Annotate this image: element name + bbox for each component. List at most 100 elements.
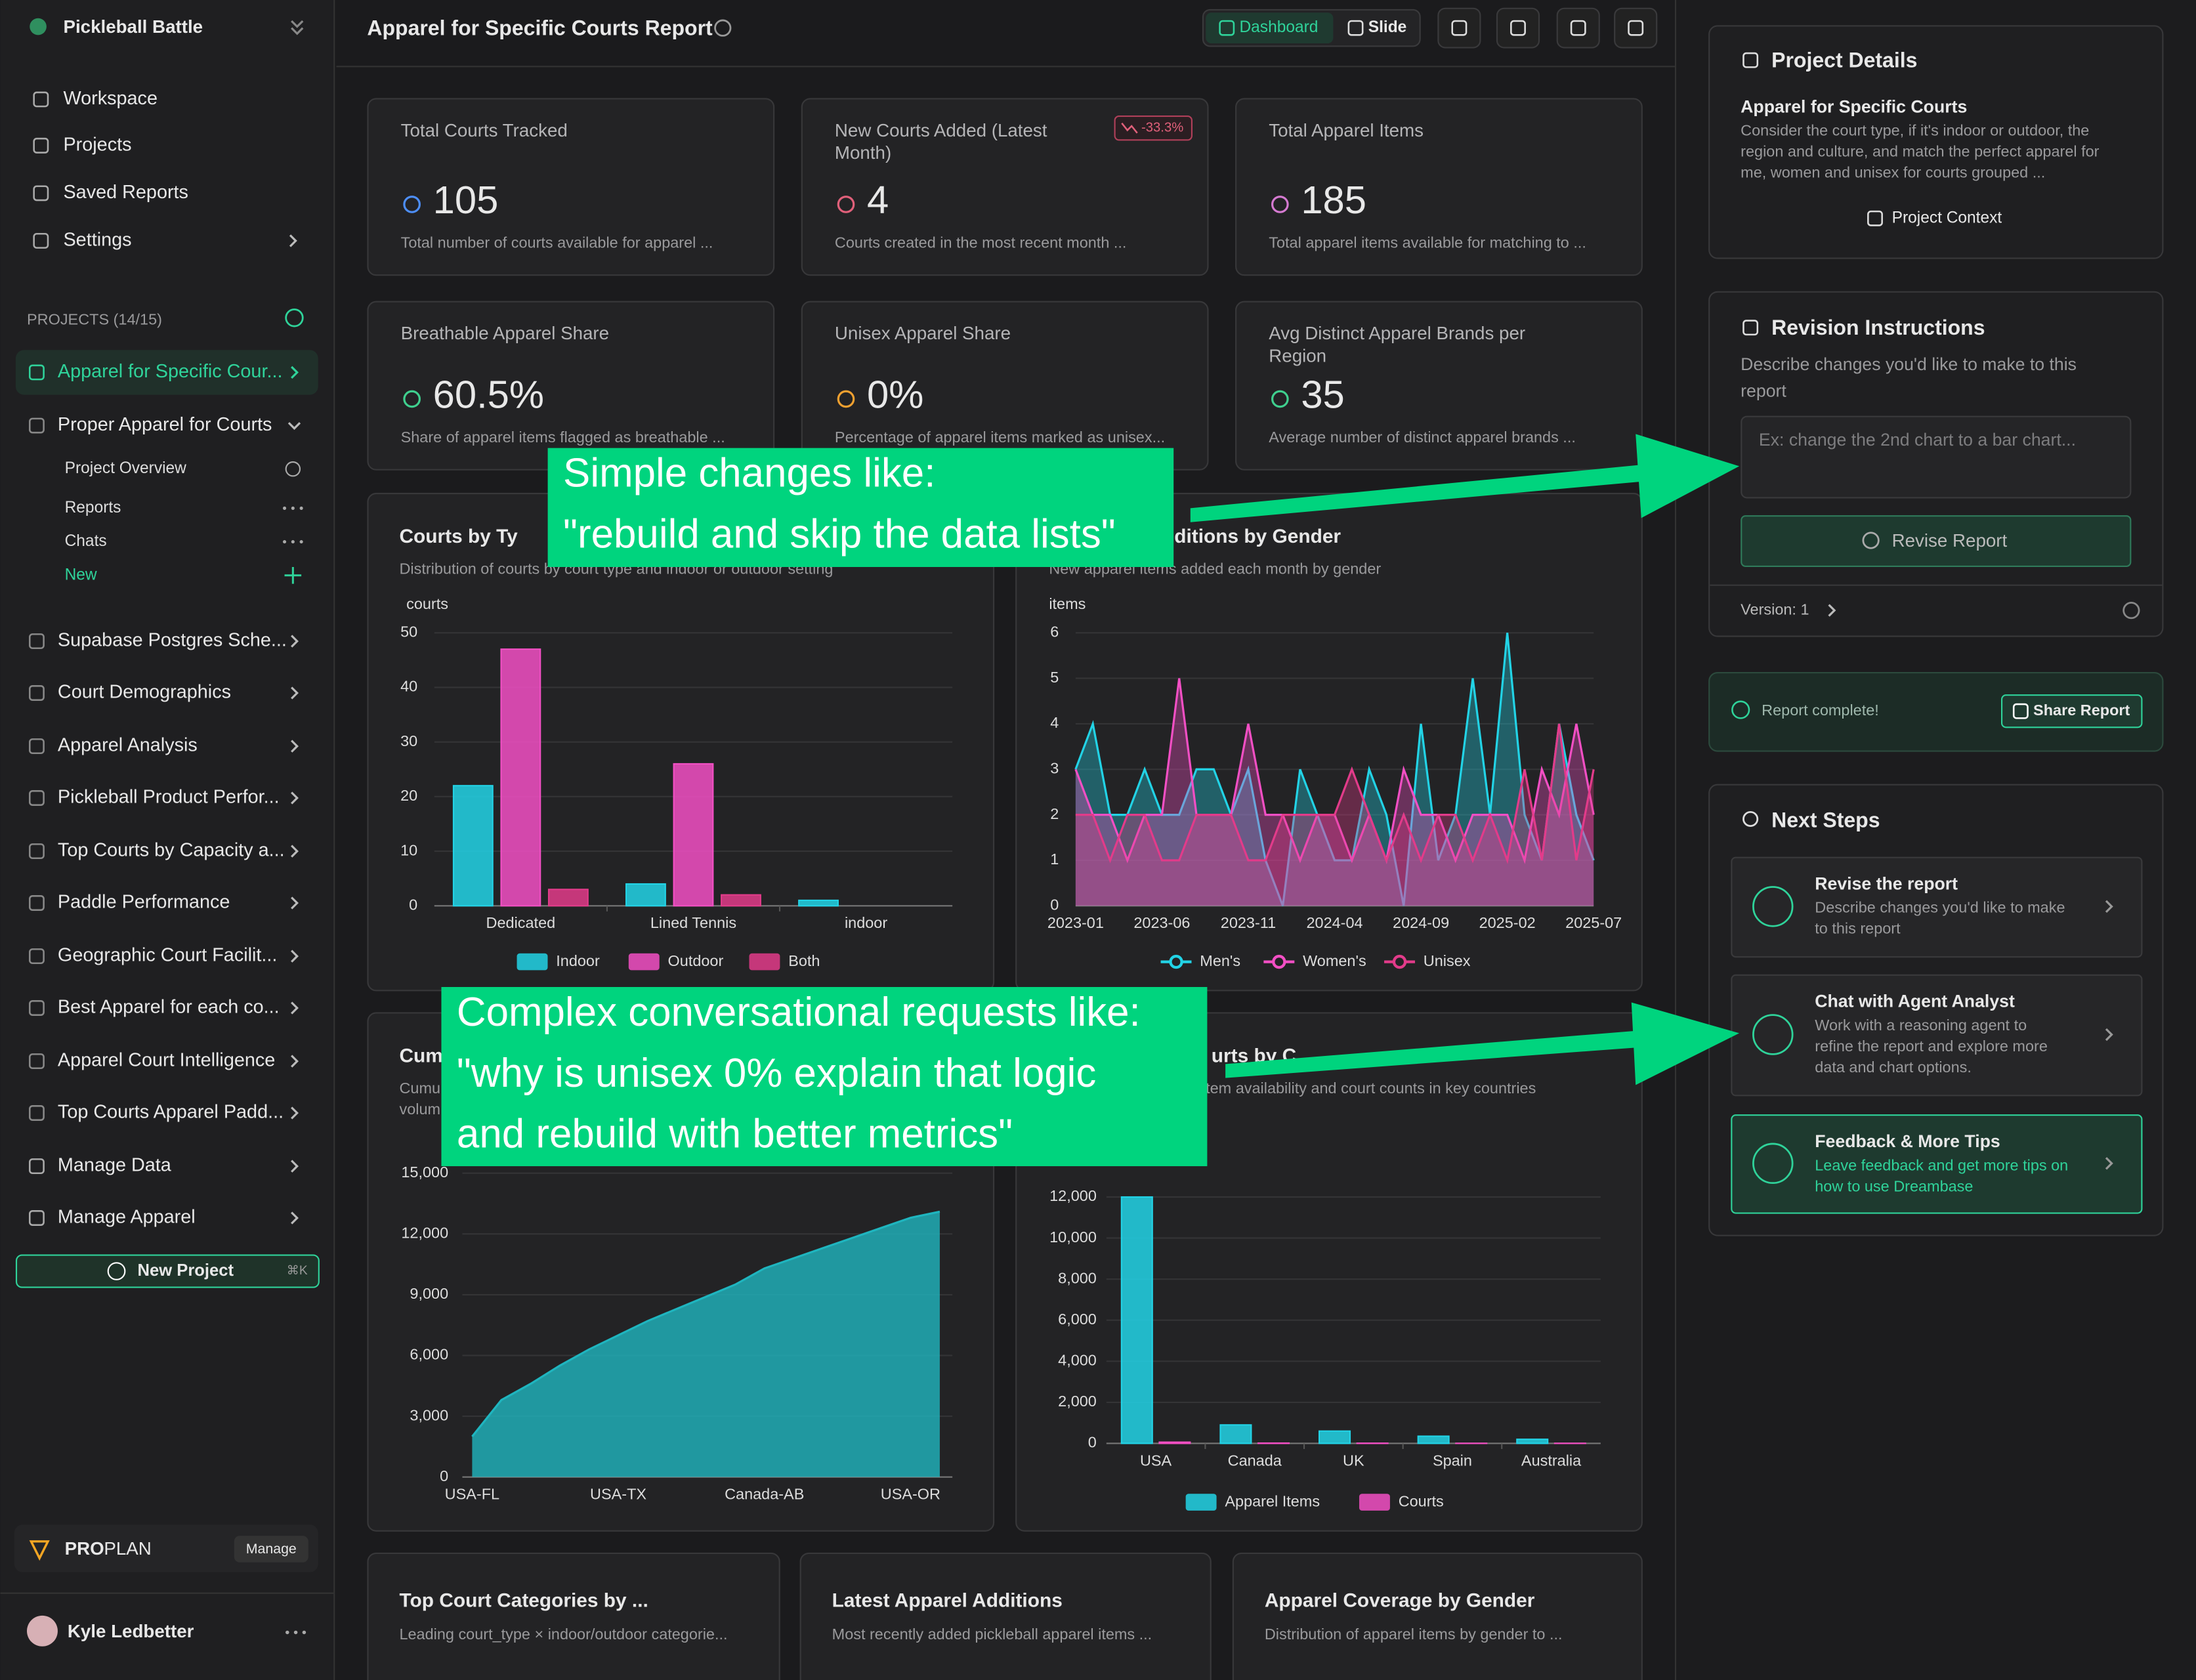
- legend-label: Women's: [1303, 952, 1366, 969]
- kpi-value: 35: [1301, 373, 1344, 417]
- legend-swatch: [628, 953, 660, 971]
- sub-item[interactable]: Project Overview: [65, 459, 187, 477]
- x-tick-label: Canada: [1228, 1452, 1282, 1469]
- project-item[interactable]: Paddle Performance: [58, 892, 230, 913]
- icon: [33, 232, 49, 249]
- project-item[interactable]: Court Demographics: [58, 682, 231, 703]
- settings-icon: [285, 461, 301, 477]
- chevron: [291, 1106, 299, 1120]
- y-tick-label: 9,000: [410, 1285, 448, 1302]
- revision-input[interactable]: [1741, 415, 2132, 499]
- icon: [28, 633, 45, 650]
- more-dot: [302, 1630, 306, 1635]
- kpi-badge-label: -33.3%: [1141, 121, 1183, 135]
- icon: [28, 1105, 45, 1121]
- project-item[interactable]: Apparel Court Intelligence: [58, 1050, 275, 1071]
- project-item[interactable]: Best Apparel for each co...: [58, 997, 280, 1018]
- bar: [452, 785, 494, 907]
- icon: [28, 1158, 45, 1175]
- chevron: [2105, 1157, 2113, 1170]
- icon-button[interactable]: [1614, 7, 1658, 49]
- step-description: refine the report and explore more: [1815, 1038, 2048, 1055]
- step-description: how to use Dreambase: [1815, 1177, 1973, 1194]
- sub-item[interactable]: Chats: [65, 532, 107, 550]
- project-description: region and culture, and match the perfec…: [1741, 143, 2099, 160]
- card-title: Latest Apparel Additions: [832, 1589, 1063, 1611]
- kpi-value: 4: [867, 178, 889, 222]
- step-title: Revise the report: [1815, 873, 1958, 893]
- nav-item[interactable]: Projects: [63, 134, 131, 155]
- project-item[interactable]: Apparel Analysis: [58, 735, 198, 756]
- version-label[interactable]: Version: 1: [1741, 600, 1809, 618]
- x-tick-label: 2023-11: [1221, 914, 1276, 931]
- chevron: [2105, 900, 2113, 913]
- project-item[interactable]: Top Courts Apparel Padd...: [58, 1102, 284, 1123]
- chevron: [291, 27, 304, 35]
- manage-item[interactable]: Manage Apparel: [58, 1207, 196, 1228]
- project-item[interactable]: Proper Apparel for Courts: [58, 414, 272, 435]
- project-item[interactable]: Apparel for Specific Cour...: [58, 361, 283, 382]
- manage-button[interactable]: [234, 1536, 308, 1563]
- chevron: [289, 234, 297, 247]
- new-project-button[interactable]: [15, 1254, 320, 1288]
- icon: [28, 790, 45, 806]
- y-tick-label: 3: [1050, 759, 1059, 776]
- area-fill: [472, 1211, 940, 1477]
- next-step-card[interactable]: [1731, 856, 2143, 958]
- workspace-name[interactable]: Pickleball Battle: [63, 16, 203, 37]
- chart-subtitle: Cumu: [399, 1080, 440, 1097]
- callout-box: [441, 987, 1208, 1167]
- nav-item[interactable]: Settings: [63, 230, 131, 251]
- legend-swatch: [1272, 954, 1286, 969]
- check-icon: [1731, 700, 1750, 719]
- panel-heading: Project Details: [1771, 48, 1917, 72]
- icon: [1742, 320, 1759, 336]
- revise-button[interactable]: [1741, 515, 2132, 567]
- x-tick-label: Spain: [1433, 1452, 1472, 1469]
- add-project[interactable]: [285, 308, 304, 327]
- card-subtitle: Distribution of apparel items by gender …: [1265, 1626, 1563, 1643]
- nav-item[interactable]: Saved Reports: [63, 182, 188, 203]
- next-step-card[interactable]: [1731, 1114, 2143, 1214]
- card-subtitle: Most recently added pickleball apparel i…: [832, 1626, 1152, 1643]
- share-button[interactable]: [2001, 694, 2143, 728]
- sub-item[interactable]: New: [65, 566, 97, 583]
- legend-label: Unisex: [1424, 952, 1471, 969]
- project-item[interactable]: Pickleball Product Perfor...: [58, 787, 280, 808]
- legend-swatch: [1359, 1494, 1390, 1511]
- plus-icon: [107, 1262, 126, 1280]
- icon: [1510, 20, 1526, 36]
- nav-item[interactable]: Workspace: [63, 88, 158, 109]
- view-tab-active[interactable]: [1206, 12, 1334, 44]
- series-line: [471, 1210, 940, 1437]
- icon-button[interactable]: [1437, 7, 1481, 49]
- chevron: [291, 1160, 299, 1173]
- legend-label: Apparel Items: [1225, 1492, 1320, 1509]
- step-icon: [1752, 1014, 1794, 1055]
- icon: [28, 1053, 45, 1070]
- manage-item[interactable]: Manage Data: [58, 1155, 172, 1176]
- kpi-value: 0%: [867, 373, 923, 417]
- project-item[interactable]: Top Courts by Capacity a...: [58, 840, 285, 861]
- more-dot: [299, 506, 303, 510]
- project-item[interactable]: Geographic Court Facilit...: [58, 945, 277, 966]
- chevron: [291, 1001, 299, 1015]
- button-label: New Project: [138, 1261, 234, 1280]
- x-tick-label: 2023-06: [1133, 914, 1190, 931]
- icon-button[interactable]: [1496, 7, 1540, 49]
- kpi-value: 105: [433, 178, 499, 222]
- view-tab[interactable]: Slide: [1368, 18, 1407, 36]
- project-context-link[interactable]: Project Context: [1892, 209, 2002, 226]
- view-tab[interactable]: Dashboard: [1239, 18, 1318, 36]
- y-tick-label: 50: [400, 623, 417, 640]
- bar: [547, 889, 589, 907]
- sub-item[interactable]: Reports: [65, 499, 121, 516]
- icon-button[interactable]: [1556, 7, 1600, 49]
- chevron: [287, 422, 301, 430]
- more-dot: [285, 1630, 289, 1635]
- project-item[interactable]: Supabase Postgres Sche...: [58, 630, 287, 651]
- legend-label: Men's: [1200, 952, 1240, 969]
- bar: [1319, 1430, 1351, 1444]
- step-title: Chat with Agent Analyst: [1815, 992, 2015, 1011]
